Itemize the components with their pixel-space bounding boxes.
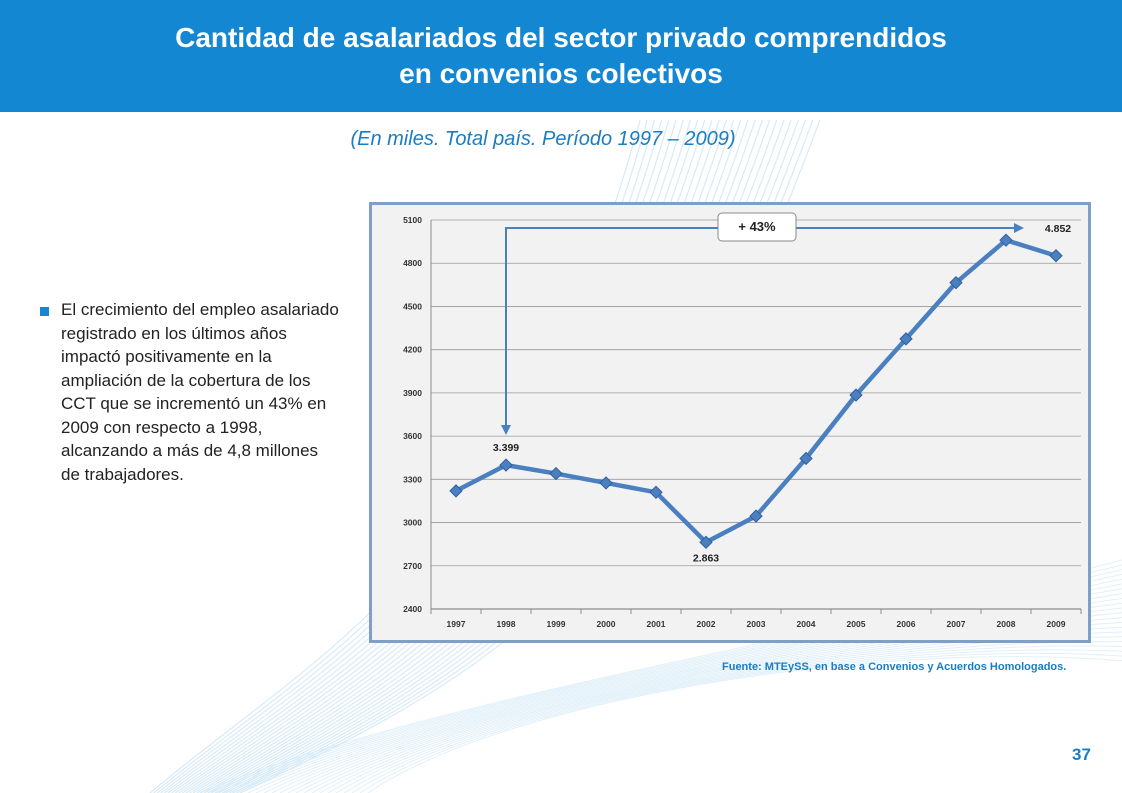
data-point-marker bbox=[799, 451, 813, 466]
x-tick-label: 2006 bbox=[897, 619, 916, 629]
data-label: 3.399 bbox=[493, 442, 519, 454]
bullet-point: El crecimiento del empleo asalariado reg… bbox=[40, 298, 340, 486]
slide-title-line-1: Cantidad de asalariados del sector priva… bbox=[175, 22, 947, 53]
wave-line bbox=[335, 641, 1122, 793]
bullet-text: El crecimiento del empleo asalariado reg… bbox=[61, 300, 339, 484]
data-point-marker bbox=[949, 275, 963, 290]
y-tick-label: 4200 bbox=[403, 345, 422, 355]
y-tick-label: 4800 bbox=[403, 258, 422, 268]
data-point-marker bbox=[699, 535, 713, 550]
x-tick-label: 2009 bbox=[1047, 619, 1066, 629]
data-point-marker bbox=[1049, 249, 1063, 263]
y-tick-label: 4500 bbox=[403, 301, 422, 311]
x-tick-label: 2003 bbox=[747, 619, 766, 629]
data-point-marker bbox=[849, 388, 863, 402]
line-chart: 2400 2700 3000 3300 3600 3900 4200 4500 4800 5100… bbox=[403, 212, 1082, 629]
y-tick-label: 3000 bbox=[403, 518, 422, 528]
source-note: Fuente: MTEySS, en base a Convenios y Ac… bbox=[722, 661, 1067, 673]
slide-subtitle: (En miles. Total país. Período 1997 – 20… bbox=[350, 128, 736, 150]
growth-arrow-left bbox=[501, 227, 718, 435]
data-point-marker bbox=[999, 233, 1013, 247]
wave-line bbox=[351, 649, 1122, 793]
x-tick-label: 2002 bbox=[697, 619, 716, 629]
data-point-marker bbox=[599, 476, 613, 490]
data-point-marker bbox=[549, 466, 563, 481]
y-tick-label: 2700 bbox=[403, 561, 422, 571]
growth-label-box bbox=[717, 212, 797, 242]
data-point-marker bbox=[449, 484, 463, 498]
data-point-marker bbox=[499, 458, 513, 472]
wave-line bbox=[311, 626, 1122, 793]
y-tick-label: 3300 bbox=[403, 474, 422, 484]
y-tick-label: 3600 bbox=[403, 431, 422, 441]
y-tick-label: 2400 bbox=[403, 604, 422, 614]
growth-label: + 43% bbox=[738, 219, 776, 234]
x-tick-label: 1997 bbox=[447, 619, 466, 629]
x-tick-label: 2000 bbox=[597, 619, 616, 629]
x-tick-label: 2001 bbox=[647, 619, 666, 629]
slide-header: Cantidad de asalariados del sector priva… bbox=[0, 0, 1122, 112]
data-point-marker bbox=[899, 332, 913, 346]
data-point-marker bbox=[749, 509, 763, 523]
data-label: 2.863 bbox=[693, 552, 719, 564]
bullet-square-icon bbox=[40, 307, 49, 316]
x-tick-label: 1999 bbox=[547, 619, 566, 629]
wave-line bbox=[343, 645, 1122, 793]
y-tick-label: 3900 bbox=[403, 388, 422, 398]
wave-line bbox=[295, 617, 1122, 793]
x-tick-label: 2004 bbox=[797, 619, 816, 629]
x-tick-label: 2008 bbox=[997, 619, 1016, 629]
wave-line bbox=[359, 652, 1122, 793]
x-tick-label: 2007 bbox=[947, 619, 966, 629]
wave-line bbox=[367, 656, 1122, 793]
line-chart-frame: 2400 2700 3000 3300 3600 3900 4200 4500 4800 5100… bbox=[369, 202, 1091, 643]
series-line bbox=[454, 237, 1057, 545]
data-label: 4.852 bbox=[1045, 223, 1071, 235]
page-number: 37 bbox=[1072, 745, 1091, 764]
x-tick-label: 1998 bbox=[497, 619, 516, 629]
x-tick-label: 2005 bbox=[847, 619, 866, 629]
y-tick-label: 5100 bbox=[403, 215, 422, 225]
data-point-marker bbox=[649, 485, 663, 500]
slide-title-line-2: en convenios colectivos bbox=[399, 58, 723, 89]
